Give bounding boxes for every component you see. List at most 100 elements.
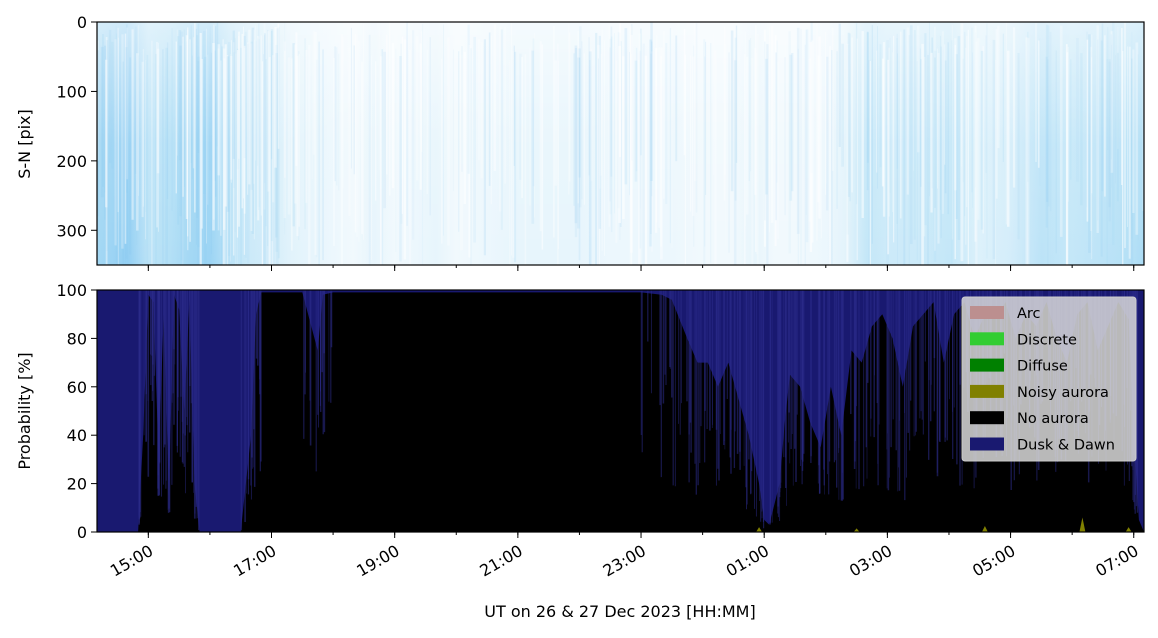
heatmap-streak <box>831 27 834 171</box>
top-y-tick-label: 200 <box>56 152 87 171</box>
heatmap-streak <box>447 37 450 246</box>
heatmap-streak <box>338 53 340 191</box>
heatmap-streak <box>1106 59 1108 265</box>
heatmap-streak <box>965 47 967 245</box>
heatmap-streak <box>247 42 249 195</box>
heatmap-streak <box>275 53 278 252</box>
bottom-y-tick-label: 60 <box>67 378 87 397</box>
heatmap-streak <box>619 23 621 158</box>
heatmap-streak <box>105 37 108 265</box>
heatmap-streak <box>1045 56 1048 228</box>
heatmap-streak <box>383 51 386 209</box>
heatmap-streak <box>312 30 315 155</box>
heatmap-streak <box>1128 46 1131 259</box>
heatmap-streak <box>934 26 936 251</box>
heatmap-streak <box>222 39 224 265</box>
heatmap-streak <box>882 42 886 217</box>
heatmap-streak <box>221 46 224 265</box>
heatmap-streak <box>751 57 754 265</box>
heatmap-streak <box>1091 34 1093 194</box>
heatmap-streak <box>950 40 953 264</box>
heatmap-streak <box>250 41 253 190</box>
heatmap-streak <box>630 34 633 253</box>
heatmap-streak <box>531 50 535 224</box>
heatmap-streak <box>849 33 851 202</box>
heatmap-streak <box>797 48 799 265</box>
heatmap-streak <box>804 44 806 265</box>
heatmap-streak <box>638 33 641 265</box>
heatmap-streak <box>257 36 260 221</box>
heatmap-streak <box>200 59 203 229</box>
heatmap-streak <box>183 29 185 187</box>
heatmap-streak <box>1005 22 1007 225</box>
heatmap-streak <box>142 49 144 207</box>
heatmap-streak <box>937 52 940 244</box>
heatmap-streak <box>573 53 575 206</box>
heatmap-streak <box>868 60 870 265</box>
heatmap-streak <box>784 57 786 216</box>
heatmap-streak <box>947 42 950 215</box>
heatmap-streak <box>322 49 324 261</box>
heatmap-streak <box>283 41 287 218</box>
heatmap-streak <box>381 49 384 265</box>
heatmap-streak <box>126 24 128 193</box>
heatmap-streak <box>829 46 831 265</box>
heatmap-streak <box>557 43 559 265</box>
heatmap-streak <box>578 48 581 178</box>
heatmap-streak <box>777 61 779 240</box>
legend-label: No aurora <box>1017 411 1089 427</box>
heatmap-streak <box>710 43 712 263</box>
heatmap-streak <box>231 40 232 183</box>
heatmap-streak <box>597 44 600 265</box>
heatmap-streak <box>1127 46 1128 227</box>
heatmap-streak <box>1002 33 1004 162</box>
heatmap-streak <box>558 60 559 250</box>
heatmap-streak <box>800 28 802 265</box>
heatmap-streak <box>368 34 371 265</box>
heatmap-streak <box>693 45 695 247</box>
heatmap-streak <box>972 52 973 208</box>
heatmap-streak <box>624 28 628 185</box>
heatmap-streak <box>513 45 515 166</box>
heatmap-streak <box>222 48 226 230</box>
heatmap-streak <box>599 45 601 189</box>
heatmap-streak <box>1070 59 1072 180</box>
x-tick-label: 21:00 <box>476 541 525 581</box>
heatmap-streak <box>610 26 613 177</box>
x-tick-label: 23:00 <box>600 541 649 581</box>
heatmap-streak <box>251 27 255 234</box>
heatmap-streak <box>982 46 984 234</box>
heatmap-streak <box>463 51 466 205</box>
heatmap-streak <box>714 50 717 265</box>
heatmap-streak <box>197 23 200 153</box>
heatmap-streak <box>267 29 269 247</box>
heatmap-streak <box>574 45 578 224</box>
heatmap-streak <box>348 47 351 217</box>
heatmap-streak <box>126 27 129 180</box>
heatmap-streak <box>514 51 517 263</box>
heatmap-streak <box>145 60 146 240</box>
heatmap-streak <box>906 27 909 195</box>
heatmap-streak <box>785 41 787 191</box>
heatmap-streak <box>199 33 202 265</box>
heatmap-streak <box>896 33 898 169</box>
heatmap-streak <box>951 25 953 240</box>
heatmap-streak <box>1059 25 1063 237</box>
heatmap-streak <box>818 36 821 219</box>
heatmap-streak <box>639 50 642 249</box>
bottom-axes-frame <box>96 289 1145 533</box>
heatmap-streak <box>375 61 377 201</box>
heatmap-streak <box>789 54 793 201</box>
heatmap-streak <box>197 61 200 265</box>
heatmap-streak <box>639 60 641 209</box>
heatmap-streak <box>764 41 766 221</box>
heatmap-streak <box>419 43 422 190</box>
probability-panel: 0 20 40 60 80 100 15:00 17:00 19:00 21:00 23:00 01… <box>15 281 1145 621</box>
heatmap-streak <box>117 37 119 265</box>
heatmap-streak <box>406 22 408 226</box>
heatmap-streak <box>1025 37 1029 265</box>
heatmap-streak <box>241 33 244 209</box>
heatmap-streak <box>1137 54 1139 241</box>
heatmap-streak <box>903 29 906 265</box>
